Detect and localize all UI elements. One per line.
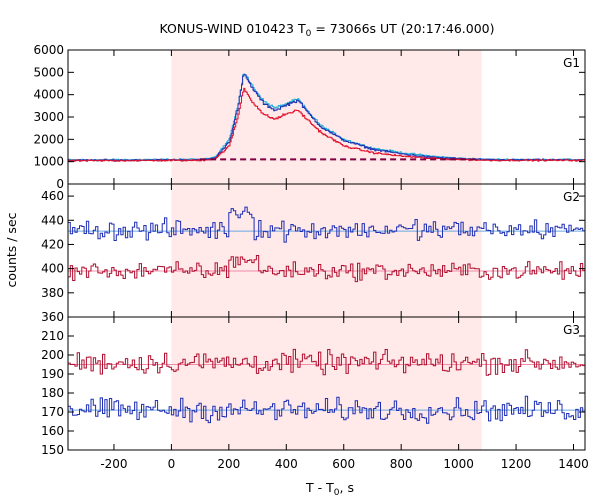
- y-tick-label-g1-5000: 5000: [33, 65, 64, 79]
- chart-title-main: KONUS-WIND 010423 T: [159, 21, 305, 36]
- x-tick-label-200: 200: [217, 457, 240, 471]
- y-tick-label-g1-0: 0: [56, 177, 64, 191]
- y-tick-label-g3-180: 180: [41, 386, 64, 400]
- series-g3-0: [68, 348, 585, 376]
- y-tick-label-g2-380: 380: [41, 286, 64, 300]
- y-tick-label-g3-160: 160: [41, 424, 64, 438]
- panel-label-g1: G1: [563, 56, 580, 70]
- y-tick-label-g1-1000: 1000: [33, 155, 64, 169]
- y-tick-label-g1-4000: 4000: [33, 88, 64, 102]
- axes-frame: 0100020003000400050006000G13603804004204…: [33, 43, 588, 471]
- x-axis-title-rest: , s: [340, 480, 354, 495]
- chart-title-rest: = 73066s UT (20:17:46.000): [311, 21, 494, 36]
- chart-title-sub: 0: [306, 29, 312, 39]
- y-tick-label-g1-6000: 6000: [33, 43, 64, 57]
- y-tick-label-g3-150: 150: [41, 443, 64, 457]
- y-tick-label-g3-210: 210: [41, 329, 64, 343]
- series-g3-1: [68, 395, 585, 424]
- x-tick-label--200: -200: [100, 457, 127, 471]
- series-g1-2: [68, 87, 585, 162]
- y-tick-label-g1-2000: 2000: [33, 132, 64, 146]
- x-tick-label-1200: 1200: [501, 457, 532, 471]
- panel-label-g2: G2: [563, 190, 580, 204]
- x-tick-label-800: 800: [390, 457, 413, 471]
- x-tick-label-600: 600: [332, 457, 355, 471]
- y-axis-title: counts / sec: [4, 212, 19, 287]
- y-tick-label-g3-190: 190: [41, 367, 64, 381]
- y-tick-label-g2-460: 460: [41, 189, 64, 203]
- y-tick-label-g2-360: 360: [41, 310, 64, 324]
- y-tick-label-g2-440: 440: [41, 213, 64, 227]
- x-tick-label-1000: 1000: [443, 457, 474, 471]
- panel-frame-g3: [67, 316, 586, 451]
- shaded-region: [171, 50, 482, 450]
- series-g2-0: [68, 206, 585, 243]
- x-axis-title-main: T - T: [305, 480, 334, 495]
- x-tick-label-0: 0: [168, 457, 176, 471]
- series-g2-1: [68, 255, 585, 283]
- series-layer: [68, 73, 585, 424]
- chart-title: KONUS-WIND 010423 T0 = 73066s UT (20:17:…: [159, 21, 494, 39]
- y-tick-label-g3-200: 200: [41, 348, 64, 362]
- x-axis-title-sub: 0: [334, 488, 340, 498]
- y-tick-label-g1-3000: 3000: [33, 110, 64, 124]
- y-tick-label-g2-400: 400: [41, 262, 64, 276]
- shaded-interval: [171, 50, 482, 450]
- x-axis-title: T - T0, s: [305, 480, 354, 498]
- panel-label-g3: G3: [563, 323, 580, 337]
- y-tick-label-g2-420: 420: [41, 237, 64, 251]
- y-tick-label-g3-170: 170: [41, 405, 64, 419]
- x-tick-label-400: 400: [275, 457, 298, 471]
- x-tick-label-1400: 1400: [558, 457, 589, 471]
